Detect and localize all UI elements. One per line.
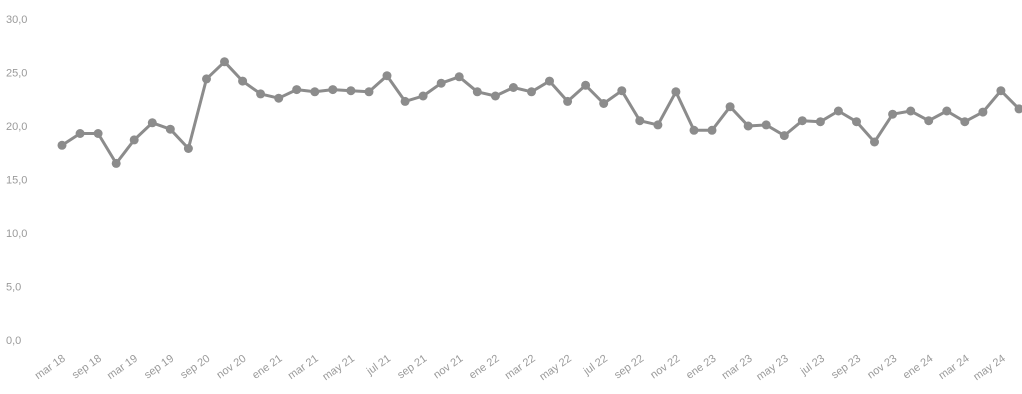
data-point [563, 96, 573, 106]
data-point [165, 124, 175, 134]
data-point [599, 99, 609, 108]
x-tick-label: nov 21 [431, 353, 465, 382]
data-point [129, 135, 139, 145]
data-point [310, 87, 320, 97]
data-point [960, 117, 970, 127]
data-point [256, 89, 266, 99]
x-tick-label: nov 22 [648, 353, 682, 382]
data-point [888, 109, 898, 119]
y-tick-label: 25,0 [6, 68, 27, 80]
x-tick-label: mar 19 [105, 353, 140, 382]
data-point [833, 106, 843, 116]
data-point [653, 120, 663, 130]
y-tick-label: 20,0 [6, 121, 27, 133]
data-point [57, 140, 67, 150]
data-point [527, 87, 536, 97]
x-tick-label: mar 21 [286, 353, 321, 382]
data-point [220, 57, 229, 67]
y-tick-label: 5,0 [6, 282, 21, 294]
data-point [346, 86, 356, 96]
x-tick-label: mar 18 [33, 353, 68, 382]
data-point [852, 117, 861, 127]
data-point [707, 125, 717, 135]
x-tick-label: sep 19 [142, 353, 176, 382]
x-tick-label: sep 21 [395, 353, 429, 382]
x-tick-label: mar 24 [937, 353, 972, 382]
data-point [328, 85, 338, 95]
series-points [57, 57, 1022, 168]
x-tick-label: jul 21 [364, 353, 393, 378]
data-point [292, 85, 302, 95]
x-tick-label: ene 24 [901, 353, 935, 382]
data-point [617, 86, 627, 96]
y-tick-label: 0,0 [6, 335, 21, 347]
x-tick-label: sep 23 [829, 353, 863, 382]
x-tick-label: nov 20 [215, 353, 249, 382]
data-point [238, 76, 248, 86]
data-point [545, 76, 554, 86]
x-tick-label: ene 21 [250, 353, 284, 382]
data-point [183, 144, 193, 153]
data-point [111, 158, 121, 168]
x-tick-label: may 21 [321, 353, 357, 384]
y-axis-ticks: 0,0 5,0 10,0 15,0 20,0 25,0 30,0 [6, 14, 27, 347]
data-point [761, 120, 771, 130]
data-point [870, 137, 879, 147]
x-tick-label: sep 18 [70, 353, 104, 382]
data-point [725, 102, 735, 112]
data-point [274, 93, 284, 103]
data-point [454, 72, 464, 82]
data-point [436, 78, 446, 88]
data-point [418, 91, 428, 101]
data-point [906, 106, 916, 116]
x-tick-label: ene 22 [467, 353, 501, 382]
x-tick-label: jul 23 [798, 353, 827, 378]
data-point [147, 118, 157, 128]
data-point [996, 86, 1006, 96]
data-point [364, 87, 374, 97]
x-axis-ticks: mar 18 sep 18 mar 19 sep 19 sep 20 nov 20 ene … [33, 353, 1008, 384]
x-tick-label: mar 23 [720, 353, 755, 382]
data-point [202, 74, 211, 84]
data-point [635, 116, 645, 126]
y-tick-label: 15,0 [6, 175, 27, 187]
x-tick-label: may 24 [971, 353, 1007, 384]
data-point [743, 121, 753, 131]
data-point [978, 107, 988, 117]
data-point [472, 87, 482, 97]
x-tick-label: ene 23 [684, 353, 718, 382]
data-point [508, 83, 518, 92]
data-point [581, 80, 591, 90]
data-point [924, 116, 934, 126]
x-tick-label: sep 20 [178, 353, 212, 382]
x-tick-label: jul 22 [581, 353, 610, 378]
y-tick-label: 10,0 [6, 228, 27, 240]
x-tick-label: may 22 [537, 353, 573, 384]
x-tick-label: nov 23 [865, 353, 899, 382]
data-point [689, 125, 699, 135]
data-point [942, 106, 952, 116]
x-tick-label: may 23 [754, 353, 790, 384]
data-point [93, 129, 103, 138]
data-point [382, 71, 392, 81]
y-tick-label: 30,0 [6, 14, 27, 26]
data-point [1014, 104, 1022, 114]
x-tick-label: mar 22 [503, 353, 538, 382]
data-point [815, 117, 825, 127]
data-point [75, 129, 85, 138]
data-point [779, 131, 789, 141]
data-point [490, 91, 500, 101]
data-point [671, 87, 681, 97]
x-tick-label: sep 22 [612, 353, 646, 382]
data-point [400, 96, 410, 106]
data-point [797, 116, 807, 126]
